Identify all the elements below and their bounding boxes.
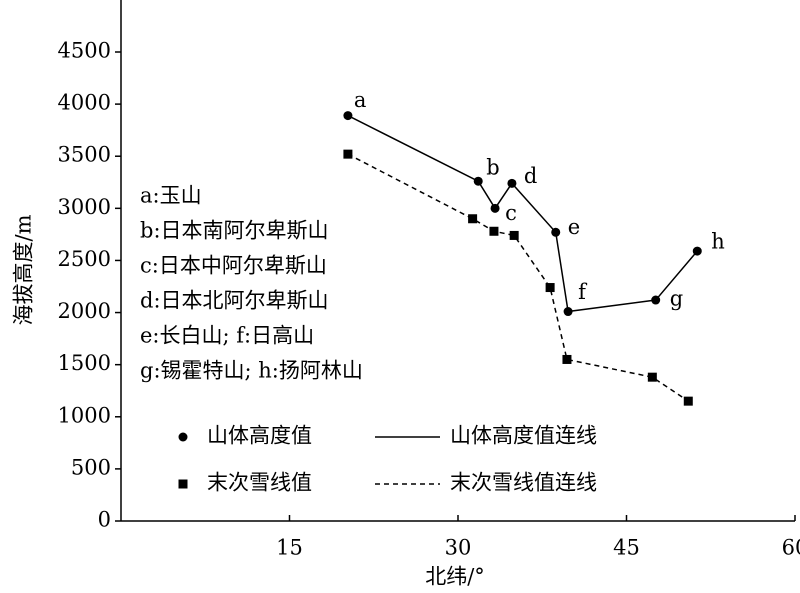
y-tick-label: 500	[71, 455, 111, 479]
x-tick-label: 30	[445, 536, 472, 560]
point	[562, 354, 572, 364]
y-tick-label: 1000	[58, 403, 111, 427]
note: a:玉山	[140, 184, 202, 208]
point	[692, 246, 702, 256]
point-label: g	[670, 287, 683, 311]
point	[545, 283, 555, 293]
y-tick-label: 4500	[58, 39, 111, 63]
point-label: f	[578, 280, 588, 304]
point	[509, 230, 519, 240]
point	[490, 203, 500, 213]
legend-label: 山体高度值	[207, 424, 312, 448]
legend-label: 末次雪线值连线	[450, 471, 597, 495]
point	[563, 307, 573, 317]
point-label: e	[568, 215, 580, 239]
point	[343, 111, 353, 121]
y-tick-label: 0	[98, 508, 111, 532]
series-line	[347, 114, 698, 313]
point	[507, 178, 517, 188]
point	[647, 372, 657, 382]
legend-label: 末次雪线值	[207, 471, 312, 495]
x-tick-label: 15	[276, 536, 303, 560]
point-label: c	[505, 201, 517, 225]
y-tick-label: 2000	[58, 299, 111, 323]
y-axis-title: 海拔高度/m	[12, 214, 36, 325]
y-tick-label: 3500	[58, 143, 111, 167]
point	[489, 226, 499, 236]
legend-marker	[178, 432, 188, 442]
legend-marker	[178, 479, 188, 489]
point	[551, 227, 561, 237]
point-label: b	[486, 156, 499, 180]
x-tick-label: 60	[782, 536, 800, 560]
x-tick-label: 45	[613, 536, 640, 560]
point	[683, 396, 693, 406]
note: b:日本南阿尔卑斯山	[140, 219, 329, 243]
point-label: d	[524, 164, 537, 188]
y-tick-label: 4000	[58, 91, 111, 115]
point-label: h	[711, 230, 725, 254]
point-label: a	[354, 88, 367, 112]
point	[473, 176, 483, 186]
note: g:锡霍特山; h:扬阿林山	[140, 359, 363, 383]
y-tick-label: 2500	[58, 247, 111, 271]
x-axis-title: 北纬/°	[425, 565, 485, 589]
note: d:日本北阿尔卑斯山	[140, 289, 329, 313]
point	[651, 295, 661, 305]
y-tick-label: 1500	[58, 351, 111, 375]
note: c:日本中阿尔卑斯山	[140, 254, 327, 278]
y-tick-label: 3000	[58, 195, 111, 219]
point	[343, 149, 353, 159]
note: e:长白山; f:日高山	[140, 324, 314, 348]
legend-label: 山体高度值连线	[450, 424, 597, 448]
point	[468, 214, 478, 224]
